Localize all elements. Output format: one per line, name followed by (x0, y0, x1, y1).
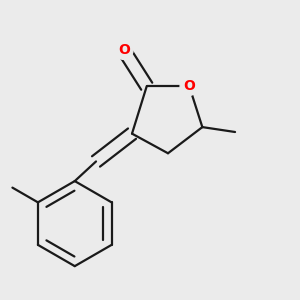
Circle shape (115, 41, 133, 59)
Text: O: O (183, 79, 195, 93)
Circle shape (180, 77, 198, 95)
Text: O: O (118, 43, 130, 57)
